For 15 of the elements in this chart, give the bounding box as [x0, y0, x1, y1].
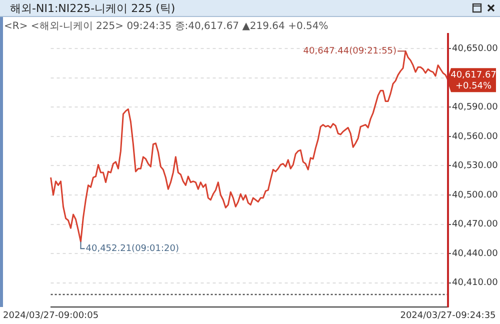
y-tick-label: 40,500.00: [452, 190, 498, 200]
annotation: 40,452.21(09:01:20): [86, 244, 179, 254]
annotation: 40,647.44(09:21:55): [303, 46, 397, 56]
chart-subtitle: <R> <해외-니케이 225> 09:24:35 종:40,617.67 ▲219.64 +0.54%: [4, 20, 328, 33]
y-tick-label: 40,560.00: [452, 132, 498, 142]
y-tick-label: 40,650.00: [452, 44, 498, 54]
x-tick-label: 2024/03/27-09:24:35: [400, 310, 496, 321]
x-tick-label: 2024/03/27-09:00:05: [2, 310, 99, 321]
y-tick-label: 40,410.00: [452, 278, 498, 288]
y-tick-label: 40,440.00: [452, 248, 498, 259]
y-tick-label: 40,590.00: [452, 102, 498, 113]
text: 40,617.67 +0.54%: [450, 70, 496, 92]
y-tick-label: 40,470.00: [452, 220, 498, 230]
chart-title: 해외-NI1:NI225-니케이 225 (틱): [10, 1, 176, 16]
y-tick-label: 40,530.00: [452, 161, 498, 172]
